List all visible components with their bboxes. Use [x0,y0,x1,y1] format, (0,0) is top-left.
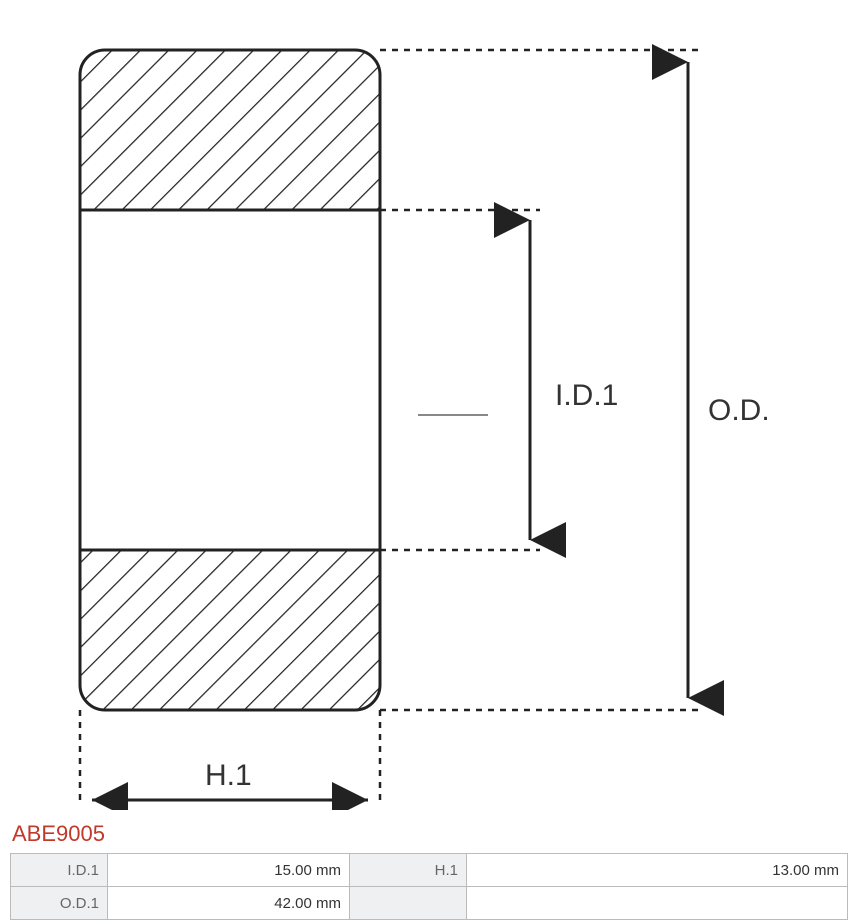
dimensions-table: I.D.1 15.00 mm H.1 13.00 mm O.D.1 42.00 … [10,853,848,920]
table-row: O.D.1 42.00 mm [11,887,848,920]
cell-label-empty [350,887,467,920]
table-row: I.D.1 15.00 mm H.1 13.00 mm [11,854,848,887]
dimension-diagram: I.D.1 O.D.1 H.1 [0,0,848,815]
cell-value-od1: 42.00 mm [108,887,350,920]
cell-label-od1: O.D.1 [11,887,108,920]
cell-label-id1: I.D.1 [11,854,108,887]
dim-h1-label: H.1 [205,759,252,792]
cell-value-empty [467,887,848,920]
drawing-svg: I.D.1 O.D.1 H.1 [10,10,770,810]
cell-value-id1: 15.00 mm [108,854,350,887]
dim-id1-label: I.D.1 [555,379,618,412]
cell-value-h1: 13.00 mm [467,854,848,887]
dim-od1-label: O.D.1 [708,394,770,427]
cell-label-h1: H.1 [350,854,467,887]
part-number-title: ABE9005 [0,815,848,853]
page: I.D.1 O.D.1 H.1 ABE9005 I.D.1 15.00 mm H… [0,0,848,920]
